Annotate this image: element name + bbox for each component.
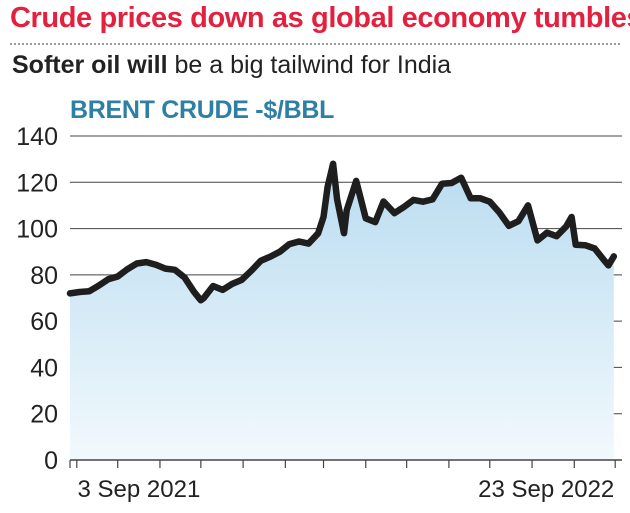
y-tick-label: 40 xyxy=(30,354,58,382)
y-tick-label: 60 xyxy=(30,308,58,336)
y-tick-label: 20 xyxy=(30,401,58,429)
price-area-fill xyxy=(70,163,614,461)
chart-title: BRENT CRUDE -$/BBL xyxy=(70,96,335,124)
y-tick-labels: 0 20 40 60 80 100 120 140 xyxy=(16,123,58,475)
dotted-divider xyxy=(10,43,620,45)
x-tick-label: 3 Sep 2021 xyxy=(78,476,201,503)
x-tick-labels: 3 Sep 2021 23 Sep 2022 xyxy=(78,476,615,503)
y-tick-label: 120 xyxy=(16,169,58,197)
y-tick-label: 100 xyxy=(16,216,58,244)
y-tick-label: 0 xyxy=(44,447,58,475)
y-tick-label: 140 xyxy=(16,123,58,151)
subheadline-bold: Softer oil will xyxy=(12,51,168,79)
headline: Crude prices down as global economy tumb… xyxy=(10,2,630,34)
subheadline-rest: be a big tailwind for India xyxy=(167,51,452,79)
price-line xyxy=(66,160,618,304)
subheadline: Softer oil will be a big tailwind for In… xyxy=(12,51,451,80)
y-tick-label: 80 xyxy=(30,262,58,290)
axes xyxy=(69,459,622,468)
x-tick-label: 23 Sep 2022 xyxy=(478,476,614,503)
